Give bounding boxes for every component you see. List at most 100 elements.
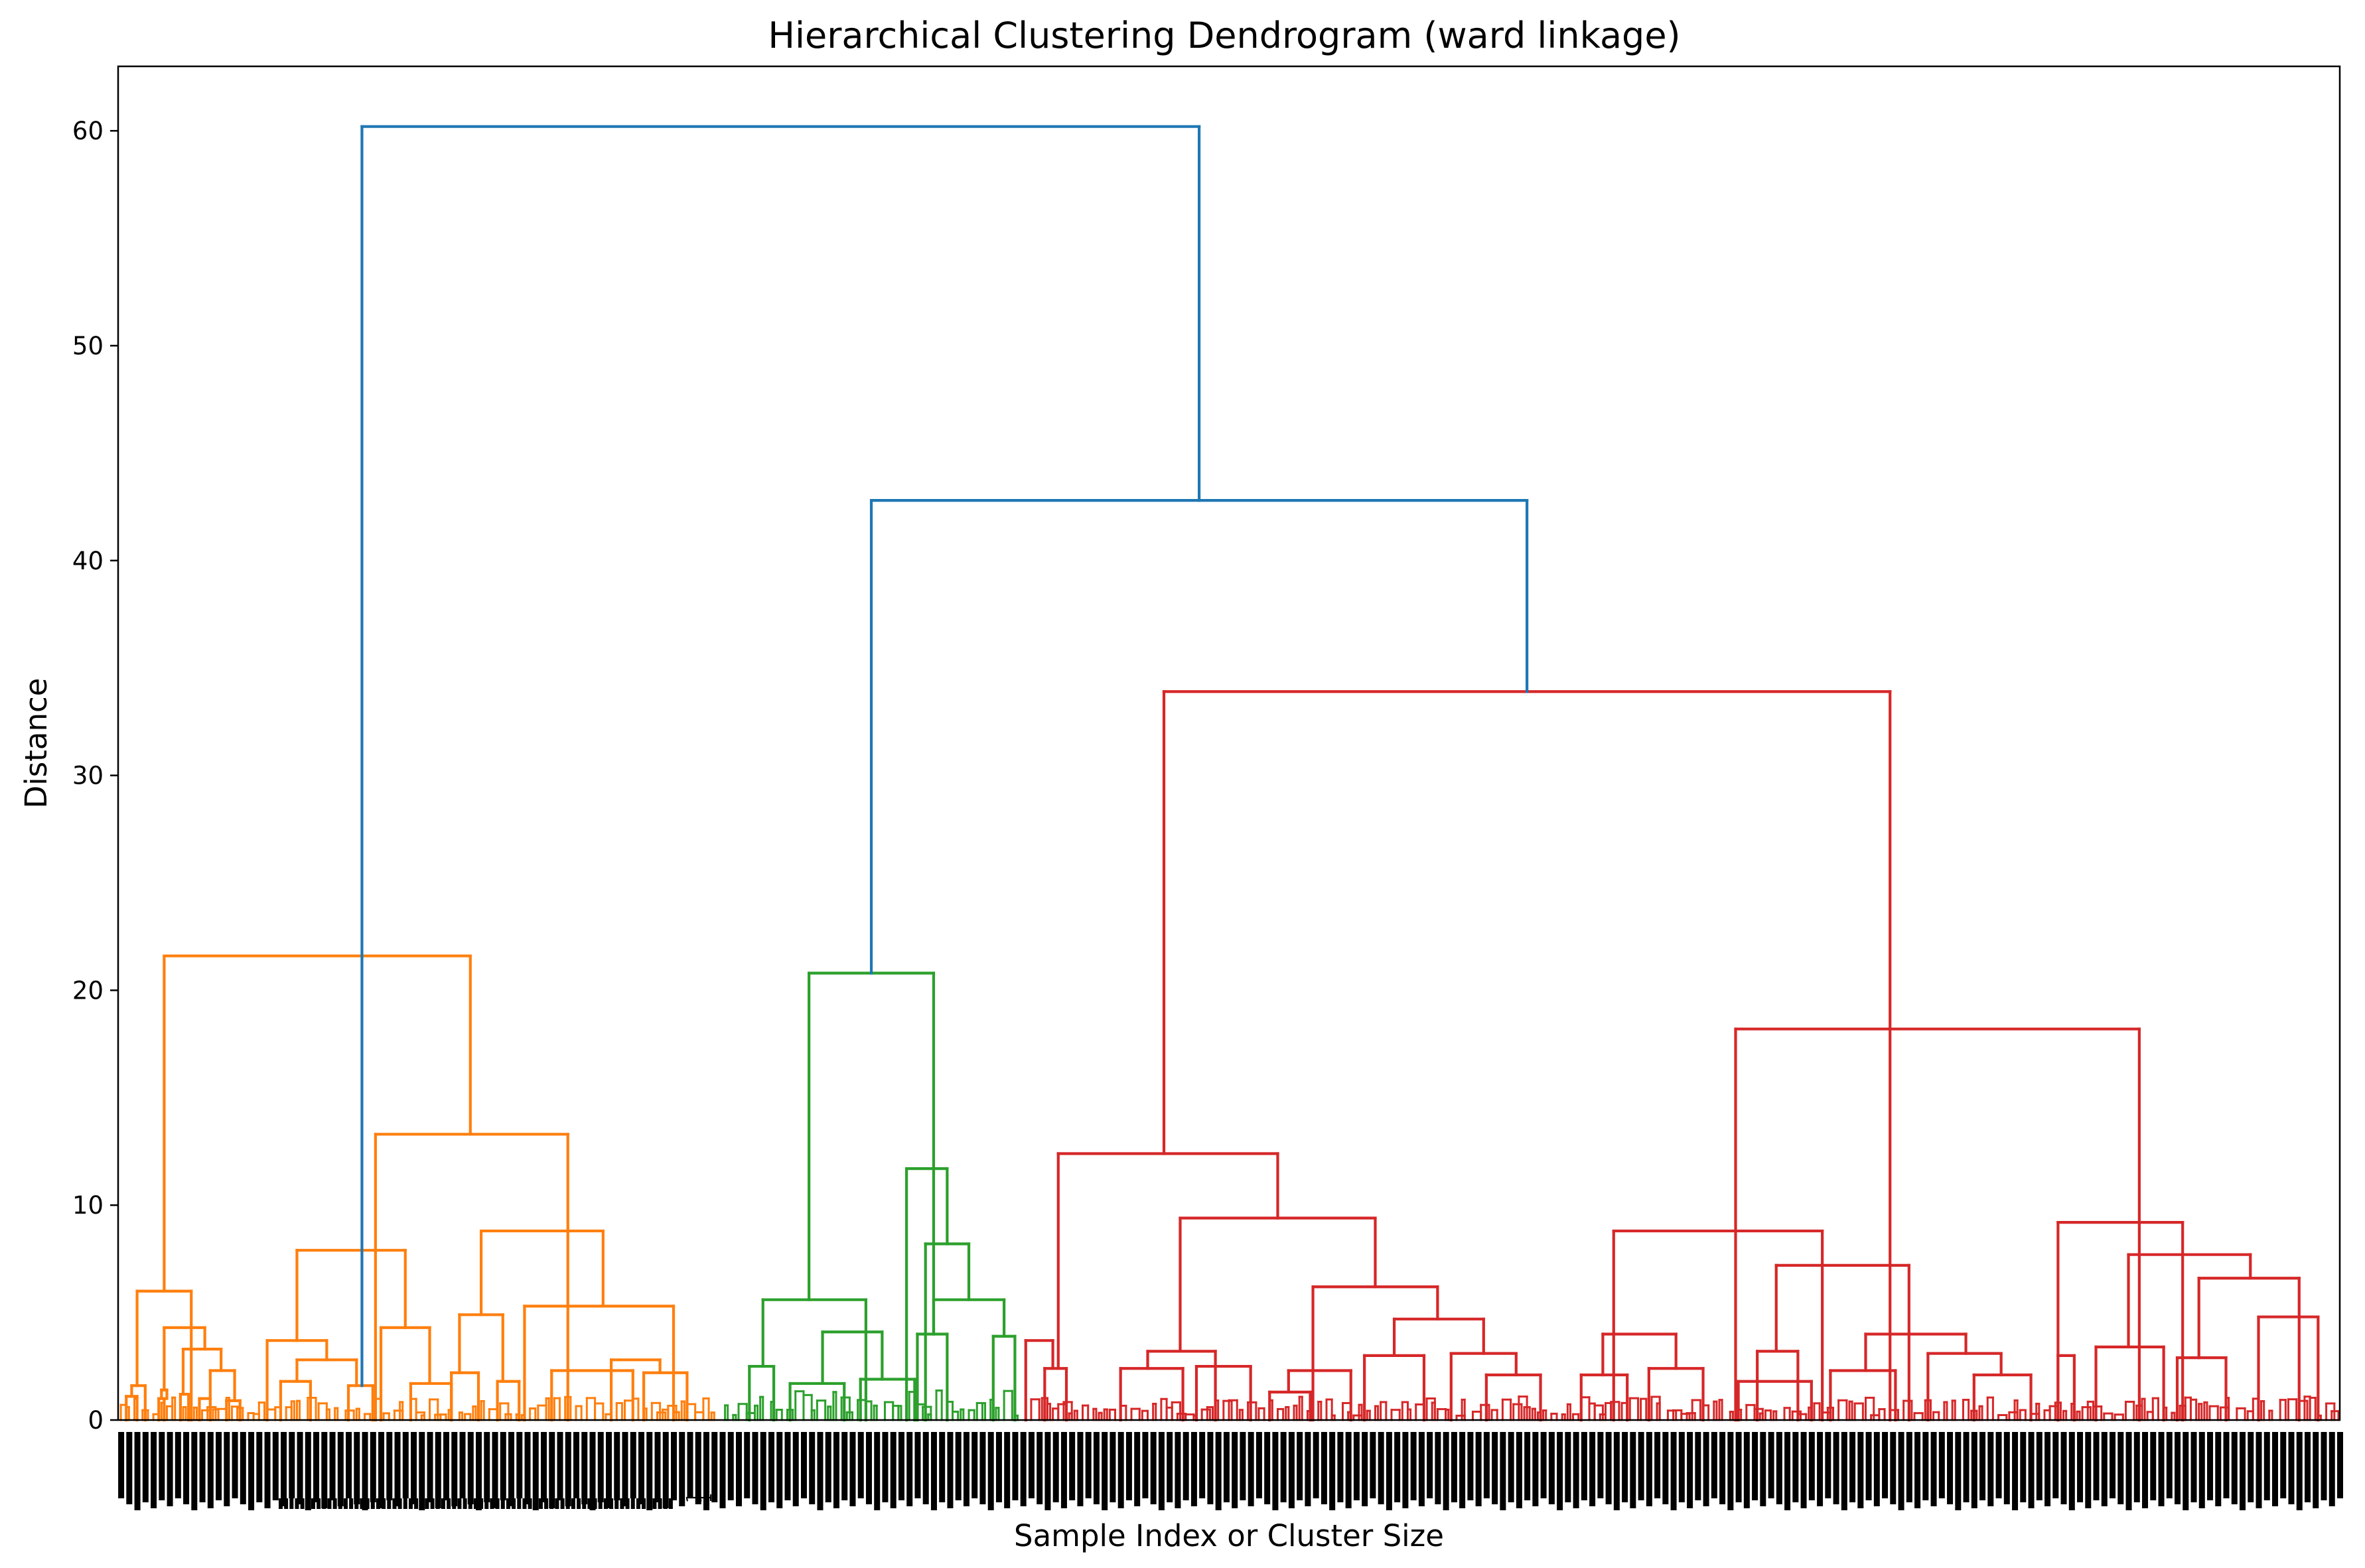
leaf-tick-label-extra — [500, 1498, 505, 1509]
leaf-tick-label-extra — [593, 1498, 597, 1509]
leaf-tick-label — [1150, 1432, 1157, 1504]
leaf-labels: 11 — [118, 1432, 2343, 1510]
leaf-tick-label — [1313, 1432, 1319, 1498]
leaf-tick-label — [2028, 1432, 2035, 1508]
leaf-tick-label — [1857, 1432, 1864, 1508]
leaf-tick-label — [890, 1432, 896, 1508]
leaf-tick-label — [817, 1432, 824, 1510]
leaf-tick-label — [151, 1432, 157, 1508]
leaf-tick-label — [2117, 1432, 2124, 1504]
leaf-tick-label-extra — [582, 1498, 587, 1509]
leaf-tick-label — [1207, 1432, 1214, 1504]
leaf-tick-label — [272, 1432, 279, 1500]
leaf-tick-label — [1938, 1432, 1945, 1498]
leaf-tick-label — [224, 1432, 230, 1506]
leaf-tick-label — [126, 1432, 133, 1504]
leaf-tick-label — [646, 1432, 653, 1510]
leaf-tick-label-extra — [663, 1498, 668, 1509]
leaf-tick-label — [1914, 1432, 1921, 1508]
y-tick-label: 10 — [72, 1191, 104, 1220]
leaf-tick-label-extra — [365, 1498, 370, 1509]
leaf-tick-label — [2110, 1432, 2116, 1498]
leaf-tick-label — [557, 1432, 563, 1500]
leaf-tick-label — [874, 1432, 881, 1510]
leaf-tick-label-extra — [533, 1498, 538, 1509]
leaf-tick-label-extra — [652, 1498, 657, 1509]
leaf-tick-label-extra — [397, 1498, 402, 1509]
leaf-tick-label-extra — [305, 1498, 310, 1509]
leaf-tick-label — [329, 1432, 336, 1500]
leaf-tick-label — [1548, 1432, 1555, 1504]
leaf-tick-label — [1443, 1432, 1449, 1510]
leaf-tick-label-extra — [289, 1498, 294, 1509]
leaf-tick-label-extra — [414, 1498, 419, 1509]
leaf-tick-label — [508, 1432, 515, 1506]
leaf-tick-label — [1386, 1432, 1392, 1510]
leaf-tick-label — [744, 1432, 751, 1498]
leaf-tick-label — [2183, 1432, 2189, 1510]
leaf-tick-label — [914, 1432, 921, 1498]
leaf-tick-label — [1418, 1432, 1425, 1506]
leaf-tick-label — [1085, 1432, 1092, 1498]
leaf-tick-label — [2280, 1432, 2287, 1498]
leaf-tick-label — [2085, 1432, 2092, 1508]
leaf-tick-label — [979, 1432, 986, 1504]
leaf-tick-label — [2313, 1432, 2319, 1508]
leaf-tick-label-extra — [354, 1498, 359, 1509]
leaf-tick-label — [776, 1432, 783, 1508]
y-axis-label: Distance — [19, 678, 54, 809]
leaf-tick-label — [1573, 1432, 1579, 1508]
dendrogram-links — [119, 125, 2340, 1422]
leaf-tick-label — [1004, 1432, 1011, 1508]
leaf-tick-label-extra — [560, 1498, 565, 1509]
leaf-tick-label — [695, 1432, 701, 1504]
leaf-tick-label — [768, 1432, 774, 1502]
leaf-tick-label-extra — [565, 1498, 570, 1509]
leaf-tick-label — [1134, 1432, 1141, 1506]
leaf-tick-label — [183, 1432, 190, 1504]
leaf-tick-label — [1362, 1432, 1368, 1506]
leaf-tick-label-extra — [549, 1498, 554, 1509]
leaf-tick-label — [565, 1432, 571, 1506]
leaf-tick-label — [2223, 1432, 2230, 1498]
leaf-tick-label — [703, 1432, 709, 1510]
leaf-tick-label — [1142, 1432, 1149, 1498]
leaf-tick-label — [1833, 1432, 1839, 1504]
leaf-tick-label — [524, 1432, 531, 1504]
leaf-tick-label — [2256, 1432, 2262, 1508]
leaf-tick-label — [2020, 1432, 2027, 1502]
leaf-tick-label — [1052, 1432, 1059, 1502]
leaf-tick-label — [2240, 1432, 2246, 1510]
leaf-tick-label — [2158, 1432, 2165, 1506]
leaf-tick-label — [1223, 1432, 1230, 1502]
leaf-tick-label — [1906, 1432, 1912, 1502]
leaf-tick-label — [1841, 1432, 1847, 1510]
leaf-tick-label-extra — [452, 1498, 457, 1509]
leaf-tick-label-extra — [522, 1498, 527, 1509]
leaf-tick-label — [199, 1432, 206, 1502]
leaf-tick-label-extra — [479, 1498, 484, 1509]
leaf-tick-label — [995, 1432, 1002, 1502]
leaf-tick-label — [2175, 1432, 2181, 1504]
leaf-tick-label — [2133, 1432, 2140, 1502]
leaf-tick-label — [305, 1432, 311, 1510]
leaf-tick-label — [906, 1432, 913, 1506]
leaf-tick-label — [752, 1432, 758, 1504]
leaf-tick-label — [1695, 1432, 1701, 1500]
leaf-tick-label — [1102, 1432, 1108, 1510]
leaf-tick-label-extra — [630, 1498, 635, 1509]
leaf-tick-label — [638, 1432, 645, 1504]
leaf-tick-label — [1646, 1432, 1652, 1506]
leaf-tick-label — [614, 1432, 620, 1500]
leaf-tick-label — [532, 1432, 539, 1510]
leaf-tick-label-extra — [349, 1498, 354, 1509]
leaf-tick-label — [2305, 1432, 2311, 1502]
leaf-tick-label-extra — [370, 1498, 375, 1509]
leaf-tick-label — [1475, 1432, 1482, 1506]
leaf-tick-label — [939, 1432, 946, 1502]
leaf-tick-label-extra — [625, 1498, 630, 1509]
leaf-tick-label — [735, 1432, 742, 1506]
leaf-tick-label — [2036, 1432, 2042, 1500]
x-axis-label: Sample Index or Cluster Size — [1014, 1518, 1444, 1553]
